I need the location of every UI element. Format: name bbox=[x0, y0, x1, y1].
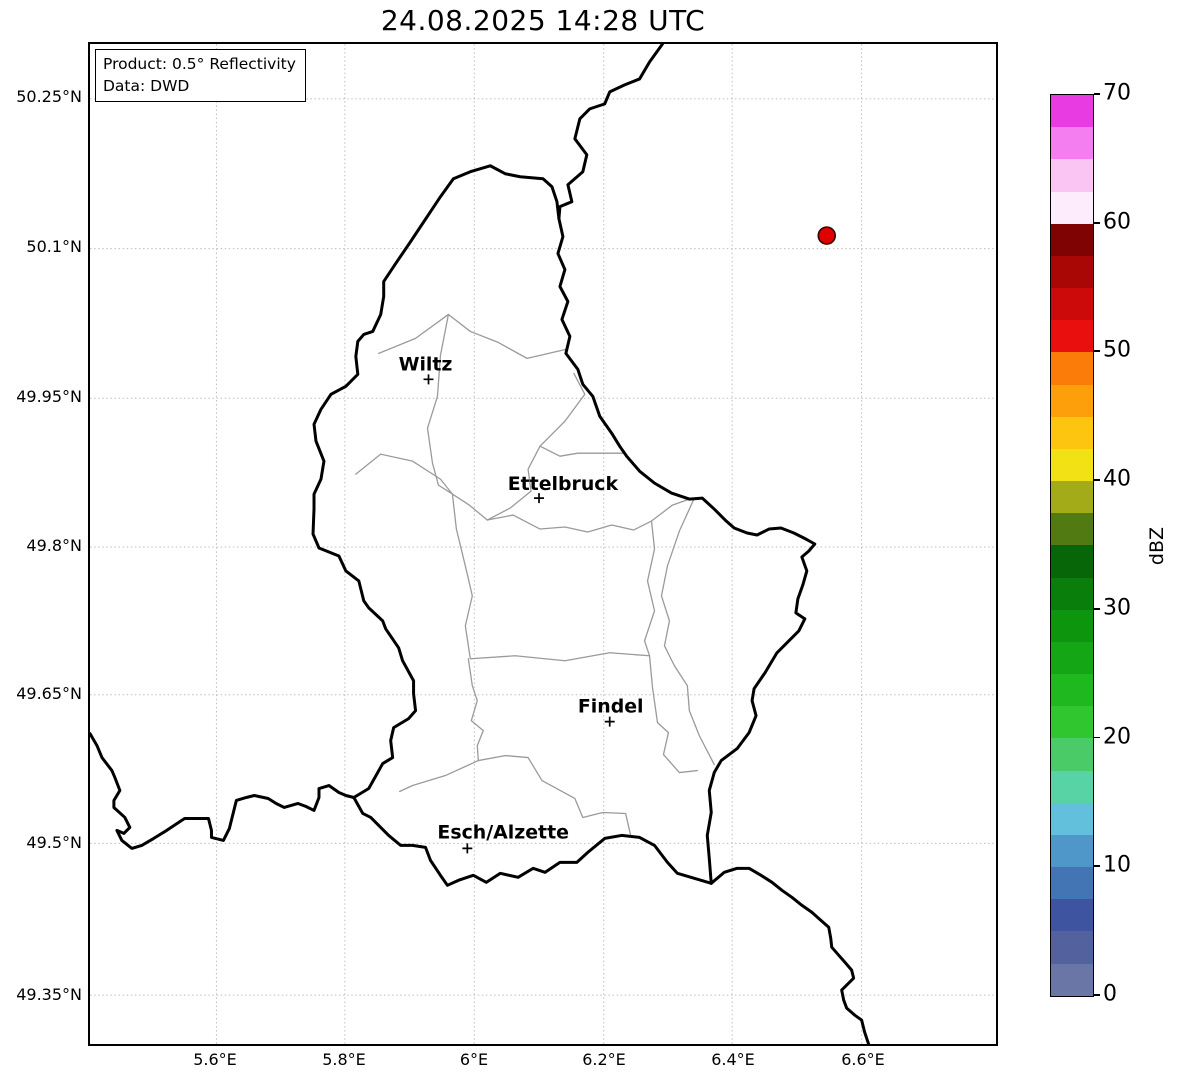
colorbar-segment bbox=[1051, 481, 1093, 514]
colorbar-tick-label: 10 bbox=[1103, 852, 1131, 878]
city-plus-marker bbox=[534, 493, 544, 504]
city-plus-marker bbox=[423, 374, 434, 385]
city-label: Wiltz bbox=[399, 353, 453, 375]
colorbar-segment bbox=[1051, 706, 1093, 739]
colorbar-tick-label: 0 bbox=[1103, 981, 1117, 1007]
colorbar-segment bbox=[1051, 255, 1093, 289]
lat-tick-label: 49.8°N bbox=[26, 536, 82, 555]
map-canvas: Wiltz Ettelbruck Findel Esch/Alzette bbox=[90, 44, 996, 1044]
colorbar-tick-label: 60 bbox=[1103, 209, 1131, 235]
colorbar-segment bbox=[1051, 191, 1093, 224]
colorbar-tick-label: 20 bbox=[1103, 724, 1131, 750]
colorbar-segment bbox=[1051, 352, 1093, 385]
france-belgium-border bbox=[90, 732, 356, 850]
lat-tick-label: 50.1°N bbox=[26, 237, 82, 256]
colorbar-tickmark bbox=[1093, 736, 1100, 739]
product-line: Product: 0.5° Reflectivity bbox=[103, 55, 296, 73]
colorbar-segment bbox=[1051, 738, 1093, 771]
colorbar-segment bbox=[1051, 641, 1093, 675]
colorbar-segment bbox=[1051, 416, 1093, 449]
lon-tick-label: 6.4°E bbox=[711, 1050, 755, 1069]
colorbar-tickmark bbox=[1093, 221, 1100, 224]
colorbar-segment bbox=[1051, 963, 1093, 996]
page-title: 24.08.2025 14:28 UTC bbox=[380, 4, 706, 37]
colorbar-segment bbox=[1051, 674, 1093, 707]
belgium-germany-border bbox=[557, 44, 664, 221]
colorbar-segment bbox=[1051, 770, 1093, 803]
colorbar-tickmark bbox=[1093, 607, 1100, 610]
city-label: Findel bbox=[578, 696, 644, 718]
colorbar-segment bbox=[1051, 448, 1093, 482]
colorbar-segment bbox=[1051, 513, 1093, 546]
lat-tick-label: 49.35°N bbox=[16, 985, 82, 1004]
colorbar-segment bbox=[1051, 609, 1093, 642]
colorbar-segment bbox=[1051, 159, 1093, 192]
colorbar-segment bbox=[1051, 95, 1093, 128]
colorbar-tick-label: 40 bbox=[1103, 466, 1131, 492]
city-plus-marker bbox=[604, 716, 615, 727]
district-borders bbox=[355, 313, 715, 837]
colorbar-segment bbox=[1051, 577, 1093, 610]
france-germany-border bbox=[709, 866, 871, 1044]
city-wiltz: Wiltz bbox=[399, 353, 453, 385]
data-source-line: Data: DWD bbox=[103, 77, 190, 95]
colorbar-unit-label: dBZ bbox=[1146, 526, 1168, 566]
colorbar-segment bbox=[1051, 320, 1093, 353]
luxembourg-border bbox=[311, 164, 817, 887]
city-ettelbruck: Ettelbruck bbox=[508, 473, 619, 504]
colorbar-tickmark bbox=[1093, 479, 1100, 481]
colorbar-segment bbox=[1051, 223, 1093, 256]
lat-tick-label: 49.95°N bbox=[16, 387, 82, 406]
colorbar-tick-label: 70 bbox=[1103, 80, 1131, 106]
city-findel: Findel bbox=[578, 696, 644, 727]
colorbar-tickmark bbox=[1093, 994, 1100, 996]
colorbar-tickmark bbox=[1093, 865, 1100, 868]
lon-tick-label: 6.2°E bbox=[582, 1050, 626, 1069]
radar-echo-point bbox=[817, 226, 837, 245]
colorbar-tick-label: 30 bbox=[1103, 595, 1131, 621]
graticule-grid bbox=[90, 44, 996, 1044]
country-borders bbox=[90, 44, 871, 1044]
lat-tick-label: 50.25°N bbox=[16, 87, 82, 106]
lon-tick-label: 6°E bbox=[459, 1050, 489, 1069]
colorbar-tick-label: 50 bbox=[1103, 337, 1131, 363]
colorbar-segment bbox=[1051, 802, 1093, 835]
colorbar-segment bbox=[1051, 867, 1093, 900]
lon-tick-label: 6.6°E bbox=[841, 1050, 885, 1069]
lat-tick-label: 49.65°N bbox=[16, 684, 82, 703]
city-plus-marker bbox=[462, 843, 473, 854]
colorbar-gradient bbox=[1050, 94, 1094, 997]
colorbar-segment bbox=[1051, 384, 1093, 417]
map-plot-area: Wiltz Ettelbruck Findel Esch/Alzette bbox=[88, 42, 998, 1046]
colorbar-segment bbox=[1051, 899, 1093, 932]
colorbar-tickmark bbox=[1093, 93, 1100, 95]
colorbar-segment bbox=[1051, 834, 1093, 868]
city-esch-alzette: Esch/Alzette bbox=[437, 821, 569, 854]
colorbar-tickmark bbox=[1093, 350, 1100, 353]
colorbar-segment bbox=[1051, 288, 1093, 321]
colorbar-segment bbox=[1051, 127, 1093, 160]
colorbar-segment bbox=[1051, 931, 1093, 964]
city-label: Esch/Alzette bbox=[437, 821, 569, 843]
colorbar-segment bbox=[1051, 545, 1093, 578]
product-info-box: Product: 0.5° Reflectivity Data: DWD bbox=[95, 49, 306, 102]
lon-tick-label: 5.8°E bbox=[322, 1050, 366, 1069]
lat-tick-label: 49.5°N bbox=[26, 833, 82, 852]
city-label: Ettelbruck bbox=[508, 473, 619, 495]
lon-tick-label: 5.6°E bbox=[193, 1050, 237, 1069]
